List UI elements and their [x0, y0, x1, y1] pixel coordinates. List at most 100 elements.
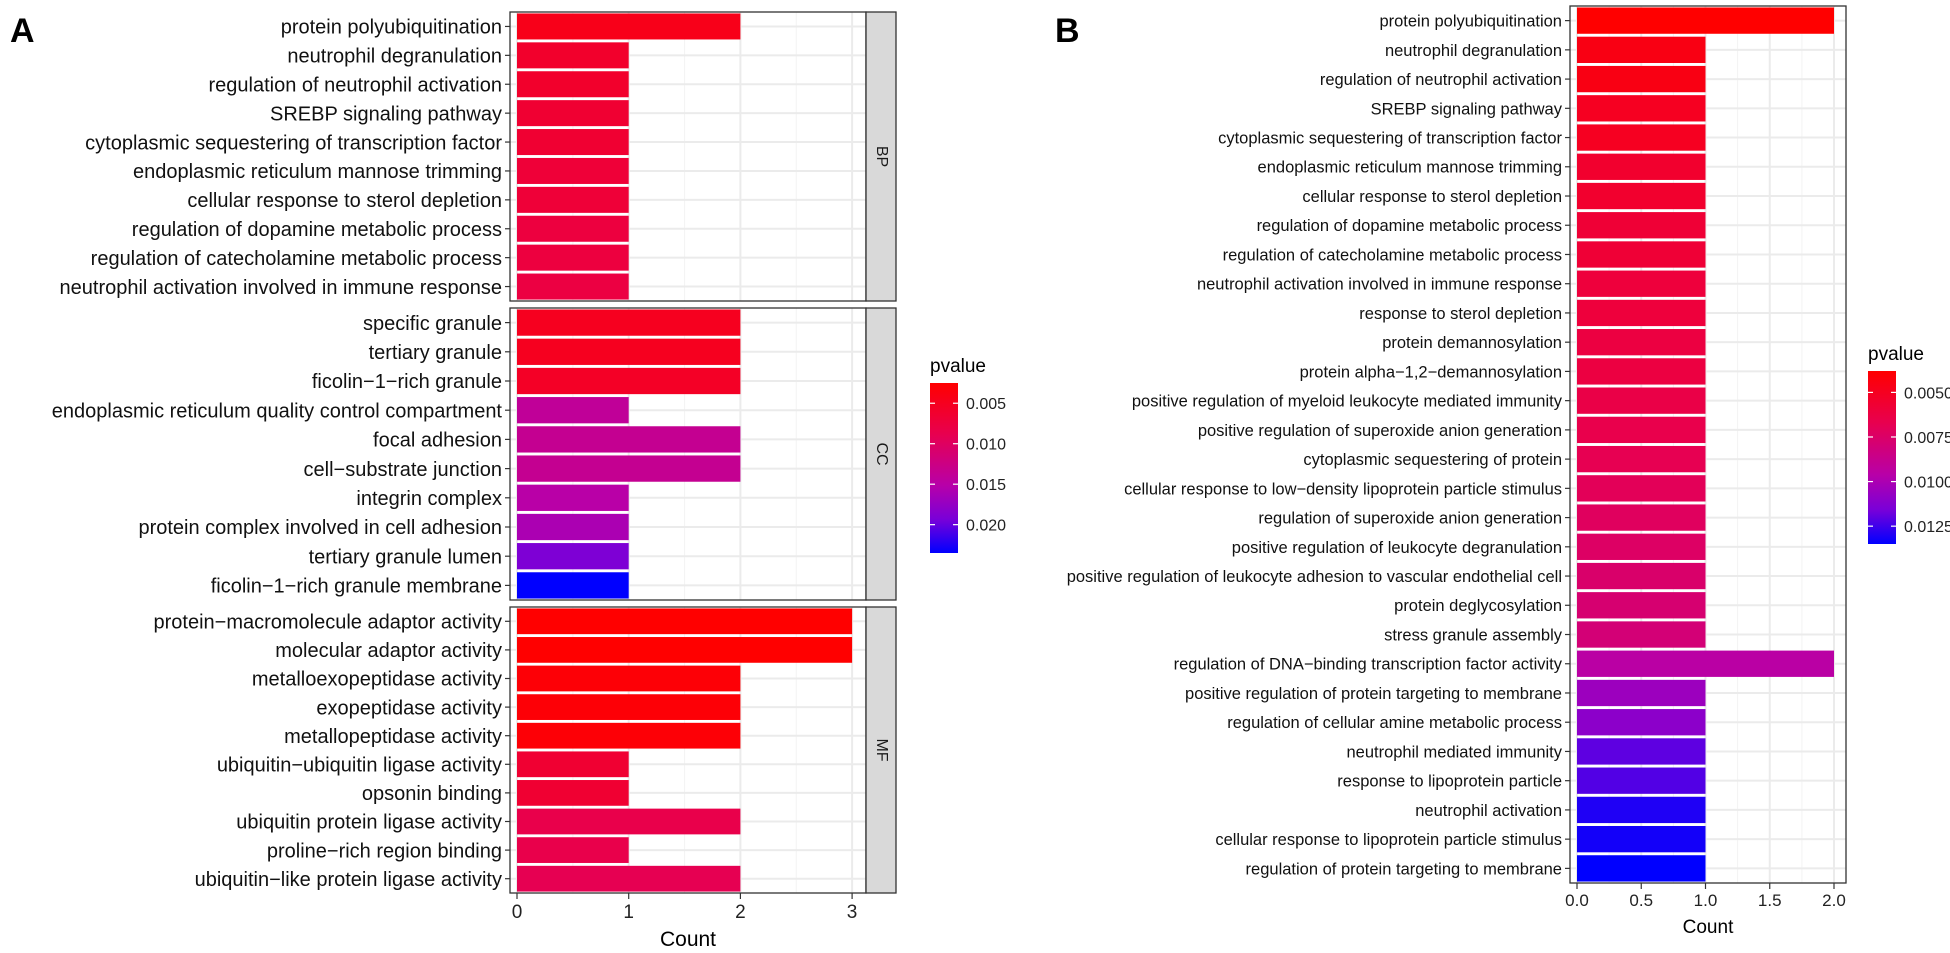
x-tick-label: 1.5: [1758, 891, 1782, 910]
category-label: cell−substrate junction: [304, 459, 502, 481]
category-label: protein complex involved in cell adhesio…: [138, 517, 502, 539]
bar: [517, 367, 741, 395]
category-label: protein polyubiquitination: [281, 17, 502, 39]
category-label: response to lipoprotein particle: [1337, 773, 1562, 791]
category-label: ficolin−1−rich granule: [312, 371, 502, 393]
bar: [517, 426, 741, 453]
bar: [517, 157, 629, 184]
category-label: positive regulation of leukocyte degranu…: [1232, 539, 1562, 557]
category-label: regulation of catecholamine metabolic pr…: [1223, 246, 1562, 264]
category-label: positive regulation of superoxide anion …: [1198, 422, 1562, 440]
x-tick-label: 2: [735, 902, 746, 923]
bar: [1577, 475, 1706, 502]
bar: [1577, 387, 1706, 414]
x-tick-label: 3: [847, 902, 858, 923]
x-tick-label: 0: [512, 902, 523, 923]
category-label: regulation of neutrophil activation: [208, 74, 502, 96]
category-label: protein−macromolecule adaptor activity: [153, 612, 502, 634]
bar: [1577, 855, 1706, 882]
bar: [517, 751, 629, 778]
x-tick-label: 1: [623, 902, 634, 923]
category-label: specific granule: [363, 313, 502, 335]
x-axis-title: Count: [660, 928, 716, 951]
category-label: neutrophil activation involved in immune…: [1197, 276, 1562, 294]
category-label: endoplasmic reticulum mannose trimming: [1258, 159, 1562, 177]
bar: [517, 455, 741, 482]
bar: [1577, 767, 1706, 794]
category-label: regulation of superoxide anion generatio…: [1258, 510, 1562, 528]
bar: [1577, 182, 1706, 210]
category-label: cellular response to sterol depletion: [187, 190, 502, 212]
bar: [1577, 65, 1706, 93]
bar: [1577, 738, 1706, 765]
category-label: opsonin binding: [362, 783, 502, 805]
category-label: ubiquitin protein ligase activity: [236, 812, 502, 834]
bar: [517, 42, 629, 69]
category-label: regulation of catecholamine metabolic pr…: [91, 248, 502, 270]
facet-cc: specific granule tertiary granule ficolin−…: [52, 307, 897, 601]
facet-strip-label: MF: [873, 738, 890, 761]
bar: [517, 186, 629, 213]
category-label: neutrophil activation involved in immune…: [60, 277, 502, 299]
panel-label-a: A: [10, 12, 35, 50]
category-label: regulation of neutrophil activation: [1320, 71, 1562, 89]
category-label: metallopeptidase activity: [284, 726, 502, 748]
category-label: cellular response to low−density lipopro…: [1124, 480, 1562, 498]
facet-strip: [865, 606, 897, 894]
legend-tick-label: 0.0100: [1904, 475, 1950, 492]
category-label: proline−rich region binding: [267, 840, 502, 862]
bar: [517, 637, 853, 663]
category-label: protein demannosylation: [1382, 334, 1562, 352]
bar: [1577, 36, 1706, 64]
category-label: molecular adaptor activity: [275, 640, 502, 662]
facet-strip: [865, 11, 897, 302]
bar: [517, 665, 741, 692]
category-label: ubiquitin−like protein ligase activity: [195, 869, 502, 891]
bar: [517, 397, 629, 424]
bar: [1577, 592, 1706, 619]
bar: [1577, 95, 1706, 122]
legend-colorbar: [1868, 371, 1896, 544]
category-label: SREBP signaling pathway: [1371, 100, 1563, 118]
bar: [517, 837, 629, 863]
facet-strip-label: CC: [873, 442, 890, 465]
legend-title: pvalue: [1868, 344, 1924, 365]
bar: [1577, 124, 1706, 151]
x-tick-label: 2.0: [1822, 891, 1846, 910]
category-label: cytoplasmic sequestering of transcriptio…: [85, 132, 502, 154]
bar: [517, 100, 629, 127]
legend-tick-label: 0.010: [966, 437, 1006, 454]
bar: [1577, 679, 1706, 707]
category-label: regulation of cellular amine metabolic p…: [1227, 714, 1562, 732]
pvalue-legend: pvalue 0.005 0.010 0.015 0.020: [930, 356, 1006, 553]
category-label: tertiary granule lumen: [309, 546, 502, 568]
category-label: protein deglycosylation: [1394, 597, 1562, 615]
legend-tick-label: 0.005: [966, 396, 1006, 413]
bar: [517, 865, 741, 892]
category-label: cytoplasmic sequestering of transcriptio…: [1218, 129, 1562, 147]
bar: [1577, 504, 1706, 531]
bar: [517, 273, 629, 300]
bar: [517, 543, 629, 570]
category-label: protein polyubiquitination: [1379, 13, 1562, 31]
bar: [517, 13, 741, 40]
category-label: integrin complex: [356, 488, 502, 510]
bar: [1577, 7, 1834, 34]
bar: [1577, 416, 1706, 444]
facet-bp: protein polyubiquitination neutrophil deg…: [60, 11, 897, 302]
bar: [517, 513, 629, 541]
facet-strip-label: BP: [873, 146, 890, 167]
x-tick-label: 0.0: [1565, 891, 1589, 910]
category-label: protein alpha−1,2−demannosylation: [1300, 363, 1562, 381]
category-label: SREBP signaling pathway: [270, 103, 502, 125]
pvalue-legend: pvalue 0.0050 0.0075 0.0100 0.0125: [1868, 344, 1950, 544]
legend-tick-label: 0.015: [966, 477, 1006, 494]
x-axis-title: Count: [1683, 917, 1734, 938]
bar: [1577, 533, 1706, 560]
category-label: cellular response to lipoprotein particl…: [1215, 831, 1562, 849]
category-label: exopeptidase activity: [316, 697, 502, 719]
x-tick-label: 0.5: [1629, 891, 1653, 910]
panel-label-b: B: [1055, 12, 1080, 50]
